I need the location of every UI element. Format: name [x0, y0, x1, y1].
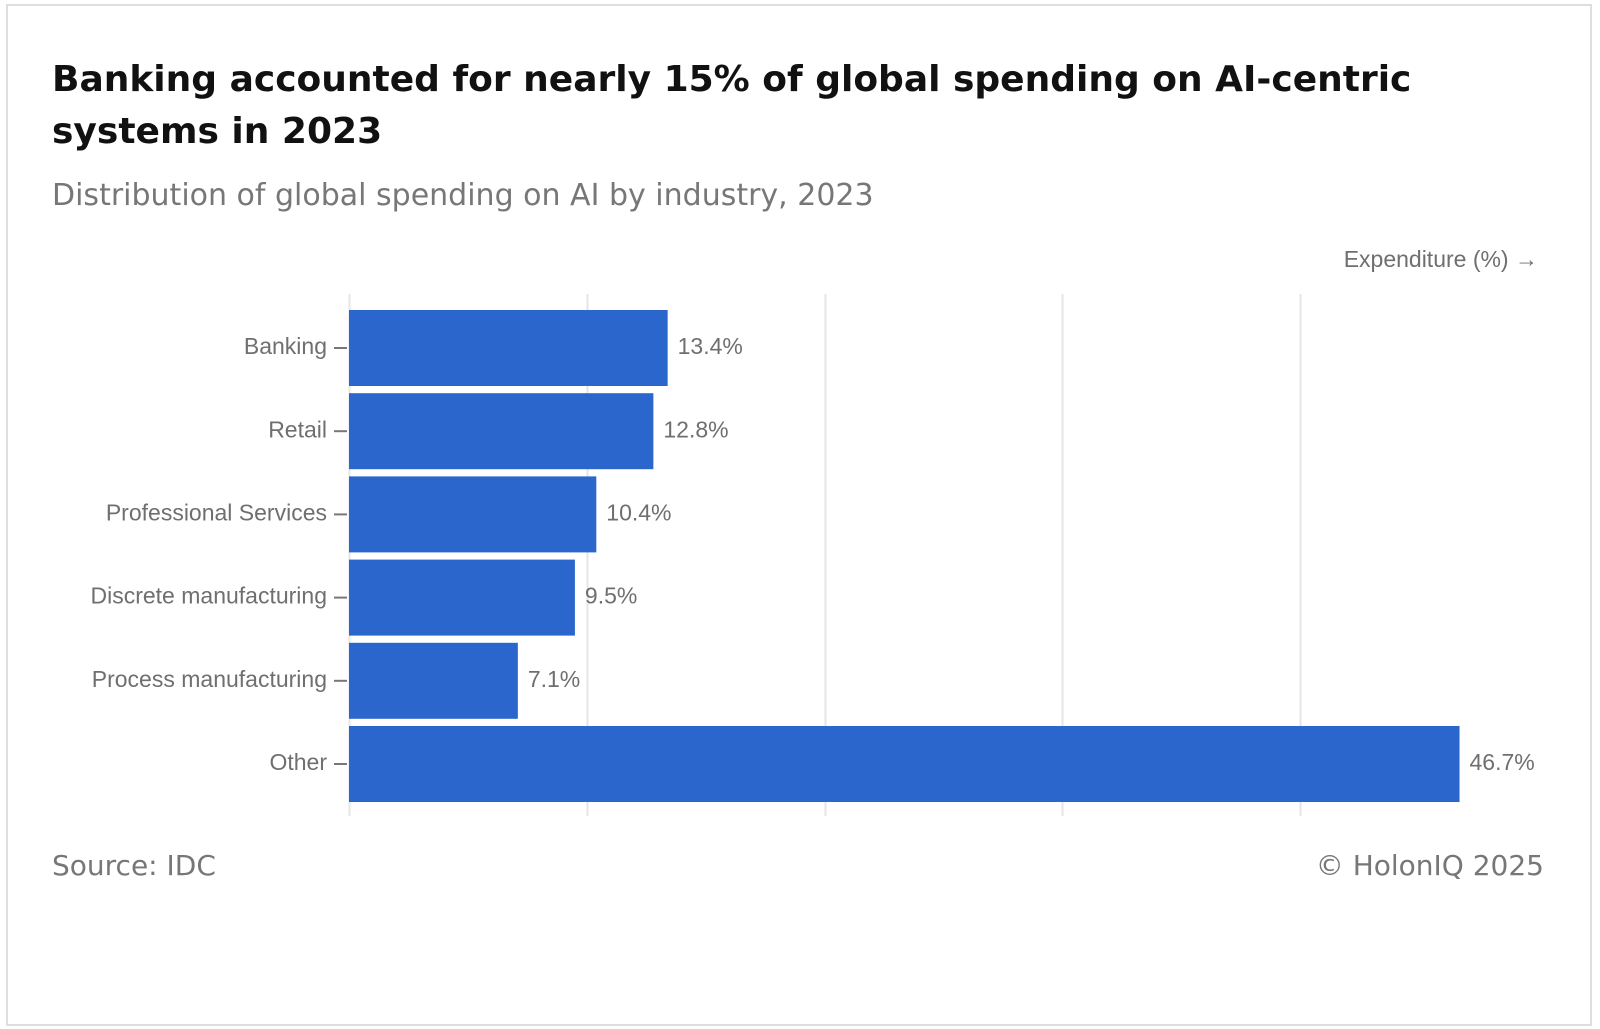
- bars: [349, 310, 1460, 802]
- bar-5: [349, 726, 1460, 802]
- category-label-5: Other: [269, 749, 327, 775]
- bar-0: [349, 310, 668, 386]
- chart-title: Banking accounted for nearly 15% of glob…: [52, 59, 1412, 152]
- category-label-0: Banking: [244, 333, 327, 359]
- data-label-3: 9.5%: [585, 583, 637, 609]
- x-axis-title: Expenditure (%) →: [1343, 246, 1538, 272]
- data-label-0: 13.4%: [678, 333, 743, 359]
- bar-2: [349, 476, 597, 553]
- category-label-2: Professional Services: [106, 499, 327, 525]
- chart-subtitle: Distribution of global spending on AI by…: [52, 178, 874, 213]
- copyright-note: © HolonIQ 2025: [1315, 849, 1544, 882]
- bar-3: [349, 559, 575, 636]
- data-label-2: 10.4%: [606, 499, 671, 525]
- bar-4: [349, 642, 518, 719]
- chart-card: [6, 4, 1592, 1026]
- data-label-5: 46.7%: [1470, 749, 1535, 775]
- bar-1: [349, 393, 654, 470]
- category-label-1: Retail: [268, 416, 327, 442]
- source-note: Source: IDC: [52, 849, 216, 882]
- category-label-3: Discrete manufacturing: [91, 583, 328, 609]
- data-label-4: 7.1%: [528, 666, 580, 692]
- labels: Banking 13.4% Retail 12.8% Professional Serv…: [91, 333, 1535, 775]
- category-label-4: Process manufacturing: [92, 666, 327, 692]
- data-label-1: 12.8%: [663, 416, 728, 442]
